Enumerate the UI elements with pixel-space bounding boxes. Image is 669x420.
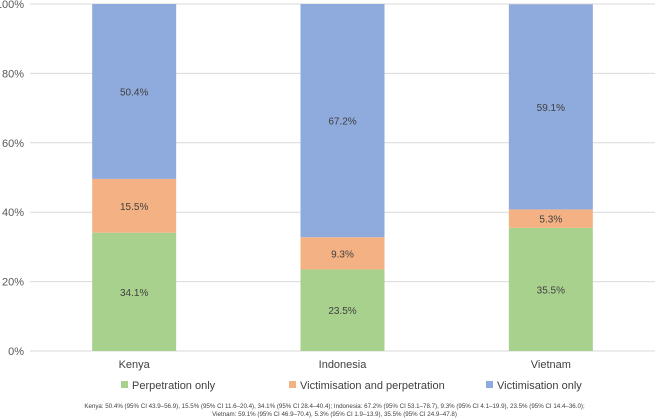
data-label: 5.3% [539, 215, 562, 226]
data-label: 67.2% [328, 117, 356, 128]
legend-swatch [486, 381, 493, 388]
data-label: 9.3% [331, 249, 354, 260]
data-label: 35.5% [537, 285, 565, 296]
bar-vietnam-victimisation-only [508, 4, 593, 210]
legend-swatch [289, 381, 296, 388]
footnote-line-2: Vietnam: 59.1% (95% CI 46.9–70.4), 5.3% … [212, 411, 457, 418]
legend-label: Perpetration only [132, 380, 216, 392]
y-tick-label: 0% [8, 346, 24, 358]
footnote-line-1: Kenya: 50.4% (95% CI 43.9–56.9), 15.5% (… [84, 403, 585, 410]
legend-label: Victimisation and perpetration [300, 380, 445, 392]
x-category-label: Vietnam [531, 359, 571, 371]
legend-swatch [121, 381, 128, 388]
bar-vietnam-perpetration-only [508, 227, 593, 351]
bar-indonesia-victimisation-and-perpetration [300, 237, 385, 270]
data-label: 23.5% [328, 306, 356, 317]
data-label: 34.1% [120, 288, 148, 299]
bar-indonesia-victimisation-only [300, 4, 385, 238]
y-tick-label: 80% [2, 68, 24, 80]
bar-kenya-victimisation-only [92, 4, 177, 179]
data-label: 15.5% [120, 202, 148, 213]
x-category-label: Kenya [119, 359, 151, 371]
data-label: 59.1% [537, 103, 565, 114]
y-tick-label: 20% [2, 277, 24, 289]
legend-label: Victimisation only [497, 380, 582, 392]
bar-indonesia-perpetration-only [300, 269, 385, 351]
bar-kenya-victimisation-and-perpetration [92, 178, 177, 233]
y-tick-label: 60% [2, 138, 24, 150]
y-tick-label: 40% [2, 207, 24, 219]
x-category-label: Indonesia [319, 359, 368, 371]
bar-kenya-perpetration-only [92, 232, 177, 351]
y-tick-label: 100% [0, 0, 24, 11]
data-label: 50.4% [120, 87, 148, 98]
bar-vietnam-victimisation-and-perpetration [508, 209, 593, 228]
